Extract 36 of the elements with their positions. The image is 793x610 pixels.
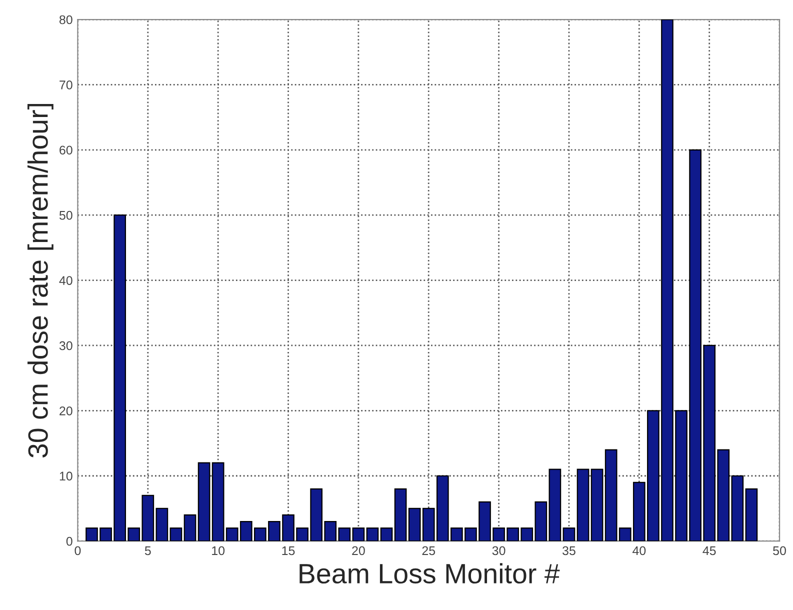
x-tick-label: 35 bbox=[562, 546, 576, 556]
y-tick-label: 60 bbox=[60, 146, 72, 155]
bar bbox=[198, 462, 210, 542]
x-tick-label: 15 bbox=[282, 546, 295, 556]
bar bbox=[562, 527, 576, 542]
y-tick-label: 50 bbox=[59, 210, 72, 220]
bar bbox=[394, 488, 407, 542]
bar bbox=[352, 527, 365, 542]
x-tick-label: 40 bbox=[632, 546, 646, 556]
x-tick-label: 45 bbox=[702, 546, 716, 556]
bar bbox=[212, 462, 224, 542]
bar bbox=[366, 527, 379, 542]
y-axis-title: 30 cm dose rate [mrem/hour] bbox=[28, 104, 54, 458]
bar bbox=[380, 527, 393, 542]
x-tick-label: 25 bbox=[422, 546, 436, 556]
x-tick-label: 20 bbox=[352, 546, 365, 556]
bar bbox=[548, 468, 562, 542]
bar bbox=[590, 468, 604, 542]
x-axis-title: Beam Loss Monitor # bbox=[300, 563, 560, 584]
y-tick-label: 30 bbox=[59, 341, 72, 350]
bar bbox=[745, 488, 758, 542]
x-tick-label: 30 bbox=[492, 546, 506, 556]
x-tick-label: 5 bbox=[144, 546, 151, 556]
bar bbox=[170, 527, 182, 542]
bar bbox=[576, 468, 590, 542]
y-tick-label: 0 bbox=[66, 536, 72, 546]
x-tick-label: 50 bbox=[773, 546, 786, 556]
y-tick-label: 10 bbox=[60, 472, 72, 481]
bar bbox=[184, 514, 196, 542]
y-tick-label: 80 bbox=[59, 15, 72, 24]
y-tick-label: 70 bbox=[60, 80, 72, 90]
bar bbox=[156, 508, 168, 542]
y-tick-label: 20 bbox=[60, 406, 72, 416]
x-tick-label: 10 bbox=[212, 546, 225, 556]
y-tick-label: 40 bbox=[59, 276, 72, 285]
x-tick-label: 0 bbox=[74, 546, 81, 556]
